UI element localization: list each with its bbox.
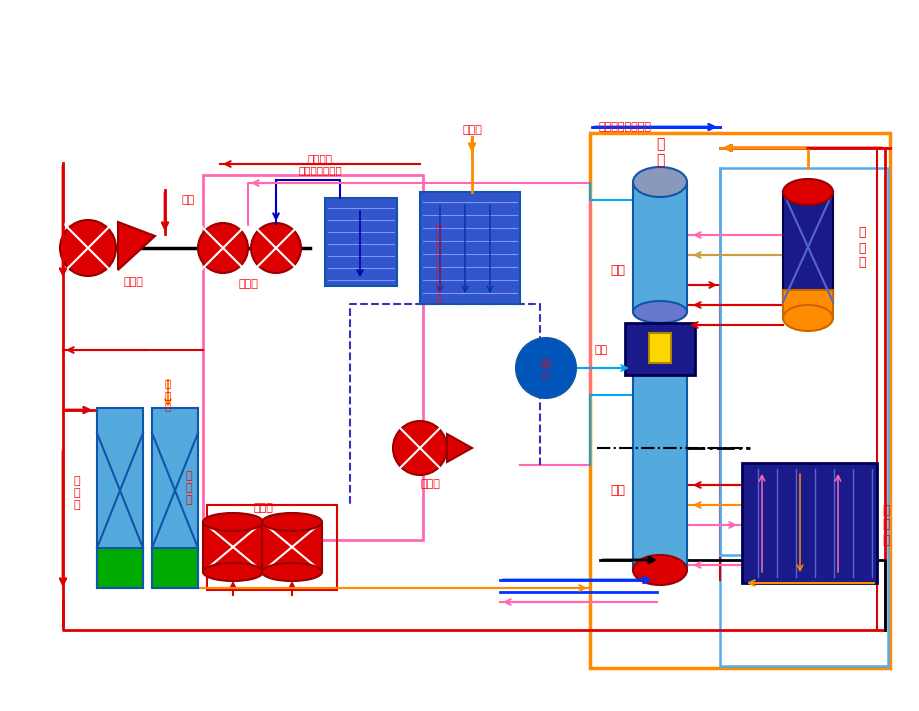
Polygon shape xyxy=(118,222,154,270)
Bar xyxy=(96,548,142,588)
Bar xyxy=(96,408,142,588)
Bar xyxy=(203,175,423,540)
Bar xyxy=(648,333,670,363)
Bar xyxy=(720,168,887,666)
Bar xyxy=(203,522,263,572)
Text: 主冷: 主冷 xyxy=(594,345,607,355)
Ellipse shape xyxy=(782,179,832,205)
Circle shape xyxy=(392,421,447,475)
Text: 上塔: 上塔 xyxy=(610,264,625,277)
Text: 空
冷
塔: 空 冷 塔 xyxy=(74,476,80,510)
Bar xyxy=(152,408,198,588)
Ellipse shape xyxy=(632,555,686,585)
Text: 增
效
塔: 增 效 塔 xyxy=(857,227,865,269)
Bar xyxy=(632,375,686,570)
Bar xyxy=(632,182,686,312)
Ellipse shape xyxy=(262,563,322,581)
Text: 粗氧气: 粗氧气 xyxy=(461,125,482,135)
Bar xyxy=(420,192,519,304)
Ellipse shape xyxy=(632,167,686,197)
Circle shape xyxy=(198,223,248,273)
Text: 水
冷
塔: 水 冷 塔 xyxy=(186,471,192,505)
Circle shape xyxy=(60,220,116,276)
Bar xyxy=(262,522,322,572)
Text: 汽轮机: 汽轮机 xyxy=(123,277,142,287)
Text: 蒸汽: 蒸汽 xyxy=(182,195,195,205)
Text: 高压氧气: 高压氧气 xyxy=(307,153,332,163)
Bar xyxy=(782,192,832,302)
Ellipse shape xyxy=(632,301,686,323)
Text: 分子筛: 分子筛 xyxy=(253,503,273,513)
Circle shape xyxy=(516,338,575,398)
Text: 膨胀机: 膨胀机 xyxy=(420,479,439,489)
Bar xyxy=(624,323,694,375)
Text: 污
氮
气
去
分
子
筛: 污 氮 气 去 分 子 筛 xyxy=(435,223,440,301)
Bar xyxy=(782,290,832,318)
Bar xyxy=(152,548,198,588)
Ellipse shape xyxy=(782,305,832,331)
Text: 增压机: 增压机 xyxy=(238,279,257,289)
Text: 下塔: 下塔 xyxy=(610,483,625,496)
Circle shape xyxy=(251,223,301,273)
Bar xyxy=(589,133,889,668)
Text: 压力氮气去压缩机: 压力氮气去压缩机 xyxy=(598,122,651,132)
Ellipse shape xyxy=(203,563,263,581)
Text: 液氧
泵: 液氧 泵 xyxy=(539,357,551,379)
Bar xyxy=(207,505,336,590)
Text: 污氮气去水冷塔: 污氮气去水冷塔 xyxy=(298,165,342,175)
Text: 氮
气: 氮 气 xyxy=(655,137,664,167)
Ellipse shape xyxy=(262,513,322,531)
Polygon shape xyxy=(447,434,471,462)
Text: 过
冷
器: 过 冷 器 xyxy=(881,503,889,547)
Bar xyxy=(742,463,876,583)
Bar xyxy=(324,198,397,286)
Ellipse shape xyxy=(203,513,263,531)
Text: 冷
却
水: 冷 却 水 xyxy=(165,378,171,412)
